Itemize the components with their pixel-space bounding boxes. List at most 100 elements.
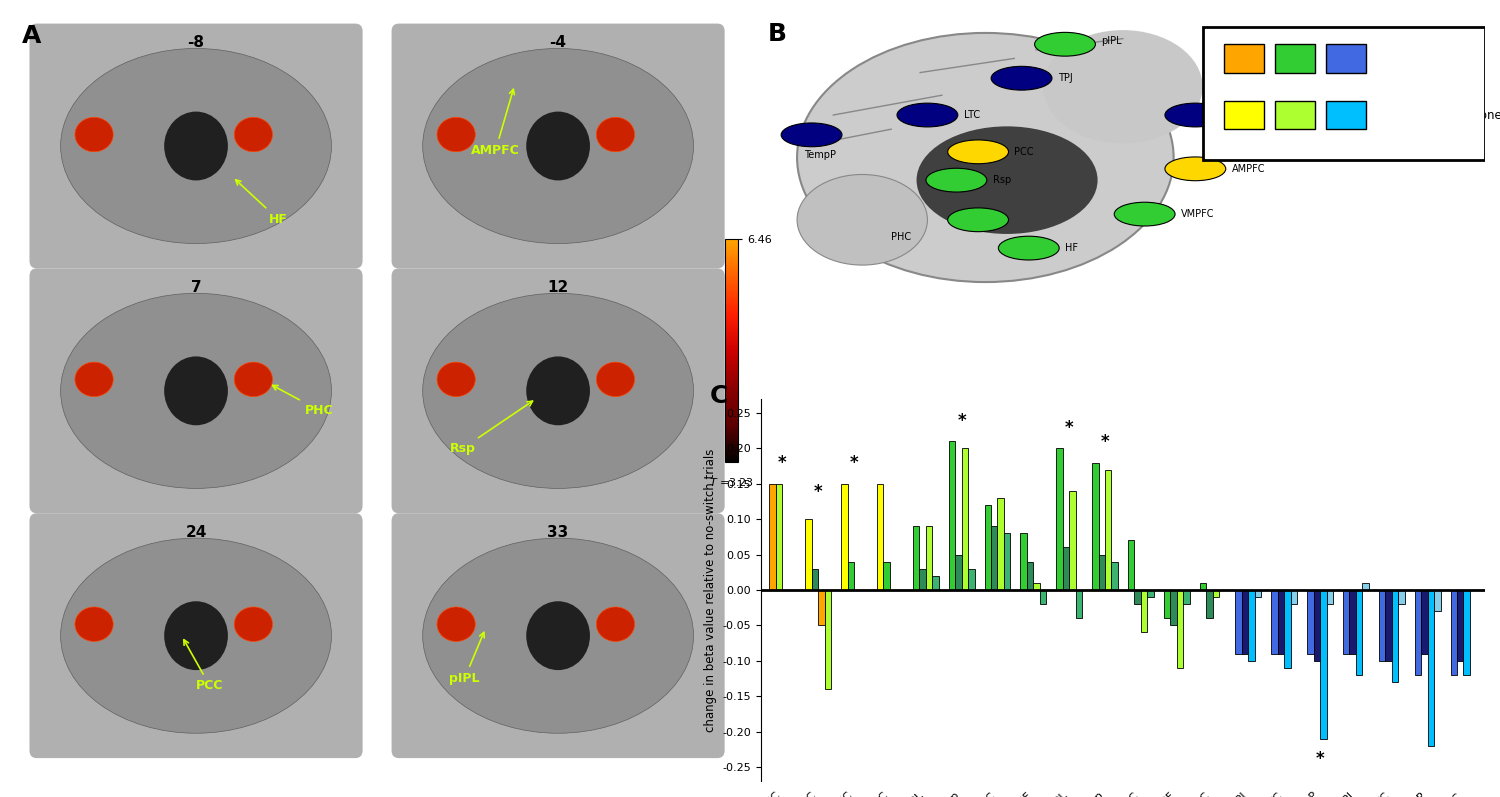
Bar (1398, 590, 1404, 604)
Bar (825, 590, 831, 689)
Text: *: * (1065, 419, 1074, 437)
FancyBboxPatch shape (1203, 27, 1485, 160)
Text: 33: 33 (548, 524, 568, 540)
Text: LTC: LTC (963, 110, 980, 120)
Bar (1028, 562, 1033, 590)
Bar (1212, 590, 1219, 597)
Bar (1134, 590, 1142, 604)
Bar (1098, 555, 1106, 590)
Ellipse shape (75, 117, 112, 151)
Bar (932, 575, 939, 590)
FancyBboxPatch shape (1275, 45, 1316, 73)
Ellipse shape (75, 607, 112, 642)
Bar (1342, 590, 1350, 654)
Circle shape (1035, 33, 1095, 56)
Bar (1362, 583, 1370, 590)
Bar (1236, 590, 1242, 654)
Bar (914, 526, 920, 590)
Circle shape (992, 66, 1052, 90)
Bar (770, 484, 776, 590)
Text: *: * (1316, 750, 1324, 768)
Text: -8: -8 (188, 35, 204, 50)
Ellipse shape (423, 538, 693, 733)
Text: DMPFC: DMPFC (1232, 110, 1266, 120)
Bar (1456, 590, 1464, 661)
Ellipse shape (597, 117, 634, 151)
Ellipse shape (60, 538, 332, 733)
Text: TempP: TempP (804, 150, 837, 159)
Circle shape (1166, 157, 1226, 181)
Bar (1004, 533, 1011, 590)
Text: $T$ =3.23: $T$ =3.23 (710, 476, 753, 488)
Text: A: A (22, 24, 42, 48)
Bar (1170, 590, 1176, 626)
Text: TPJ: TPJ (1058, 73, 1072, 83)
Bar (1148, 590, 1154, 597)
Text: pIPL: pIPL (1101, 37, 1122, 46)
Bar (1272, 590, 1278, 654)
Text: HF: HF (1065, 243, 1078, 253)
Bar (1176, 590, 1184, 668)
FancyBboxPatch shape (392, 513, 724, 758)
Circle shape (782, 123, 842, 147)
FancyBboxPatch shape (1224, 45, 1264, 73)
Bar (1256, 590, 1262, 597)
Text: 24: 24 (186, 524, 207, 540)
Ellipse shape (60, 293, 332, 489)
FancyBboxPatch shape (392, 24, 724, 269)
Text: pIPL: pIPL (450, 632, 484, 685)
Bar (884, 562, 890, 590)
Bar (920, 569, 926, 590)
Ellipse shape (234, 117, 273, 151)
Text: *: * (815, 483, 822, 501)
Bar (1464, 590, 1470, 675)
Bar (1040, 590, 1046, 604)
Bar (1434, 590, 1440, 611)
Bar (1128, 540, 1134, 590)
Text: PHC: PHC (273, 386, 333, 417)
Text: VMPFC: VMPFC (1180, 209, 1215, 219)
Text: -4: -4 (549, 35, 567, 50)
Text: *: * (1101, 434, 1110, 451)
Bar (1326, 590, 1334, 604)
Bar (1112, 562, 1118, 590)
Bar (806, 519, 812, 590)
Ellipse shape (234, 362, 273, 397)
FancyBboxPatch shape (30, 513, 363, 758)
Ellipse shape (164, 601, 228, 670)
Text: *: * (957, 412, 966, 430)
Text: PCC: PCC (1014, 147, 1034, 157)
Ellipse shape (164, 112, 228, 180)
Bar (1284, 590, 1290, 668)
Text: PCC: PCC (184, 640, 224, 693)
Ellipse shape (436, 362, 476, 397)
Bar (962, 449, 968, 590)
Ellipse shape (526, 356, 590, 426)
Text: *: * (850, 454, 858, 473)
Ellipse shape (796, 33, 1173, 282)
Bar (1306, 590, 1314, 654)
Text: PHC: PHC (891, 232, 912, 241)
Bar (1450, 590, 1456, 675)
Bar (1184, 590, 1190, 604)
Bar (1378, 590, 1386, 661)
Text: C: C (710, 383, 729, 407)
Circle shape (999, 236, 1059, 260)
Circle shape (926, 168, 987, 192)
Text: 12: 12 (548, 280, 568, 295)
Bar (998, 498, 1004, 590)
Bar (956, 555, 962, 590)
Bar (1420, 590, 1428, 654)
Bar (1092, 462, 1098, 590)
Bar (948, 442, 956, 590)
Ellipse shape (423, 49, 693, 244)
Text: B: B (768, 22, 788, 45)
Bar (1062, 548, 1070, 590)
Bar (847, 562, 853, 590)
Y-axis label: change in beta value relative to no-switch trials: change in beta value relative to no-swit… (704, 448, 717, 732)
Ellipse shape (916, 127, 1098, 234)
Bar (878, 484, 884, 590)
Bar (1034, 583, 1040, 590)
Ellipse shape (1044, 30, 1203, 143)
Bar (1356, 590, 1362, 675)
